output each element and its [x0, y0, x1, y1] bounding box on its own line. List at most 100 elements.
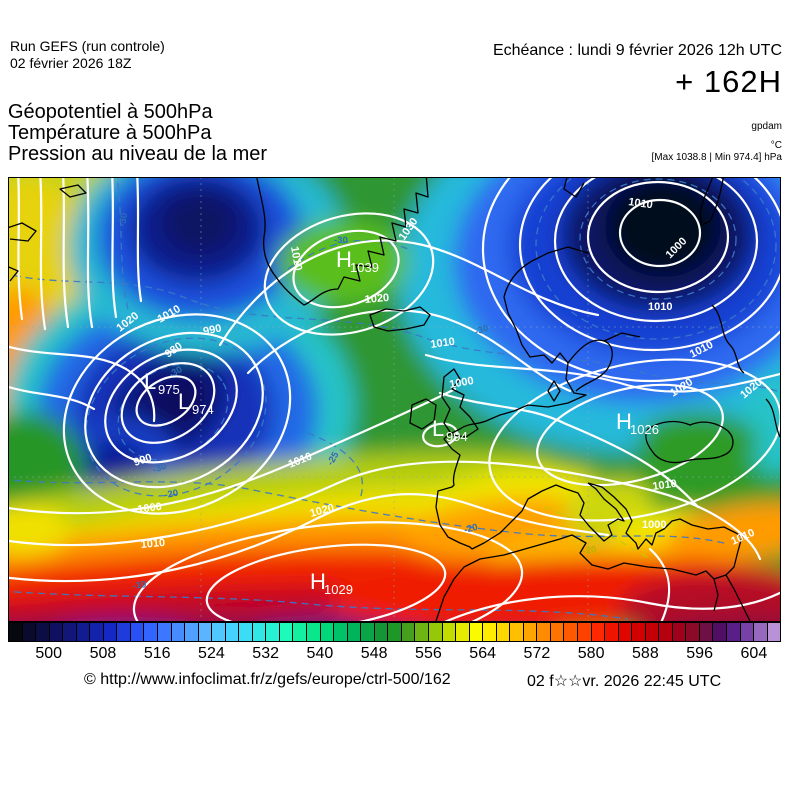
colorbar-cell: [292, 623, 307, 641]
svg-text:H: H: [336, 247, 352, 272]
graticule: [8, 177, 781, 622]
svg-text:1020: 1020: [364, 292, 389, 306]
colorbar-cell: [644, 623, 659, 641]
svg-text:1010: 1010: [648, 301, 672, 313]
svg-text:-30: -30: [334, 235, 348, 246]
svg-text:1010: 1010: [288, 245, 304, 271]
colorbar-tick-label: 540: [306, 645, 334, 662]
colorbar-cell: [536, 623, 550, 641]
colorbar-cell: [184, 623, 198, 641]
valid-time-label: Echéance : lundi 9 février 2026 12h UTC: [492, 42, 782, 59]
colorbar-cell: [48, 623, 63, 641]
colorbar-cell: [400, 623, 415, 641]
svg-text:1026: 1026: [630, 422, 659, 437]
colorbar-tick-label: 524: [198, 645, 225, 662]
colorbar-cell: [604, 623, 618, 641]
colorbar-cell: [509, 623, 523, 641]
map-frame: [8, 177, 781, 622]
colorbar-cell: [170, 623, 185, 641]
svg-text:-20: -20: [164, 488, 179, 501]
colorbar-tick-label: 556: [415, 645, 442, 662]
colorbar-tick-label: 588: [632, 645, 659, 662]
svg-text:1010: 1010: [430, 336, 456, 351]
colorbar-cell: [549, 623, 564, 641]
colorbar-cell: [75, 623, 90, 641]
svg-text:1010: 1010: [628, 196, 654, 211]
colorbar-cell: [157, 623, 171, 641]
parameter-geopotential: Géopotentiel à 500hPa: [8, 101, 213, 123]
colorbar-cell: [373, 623, 388, 641]
unit-temperature-label: °C: [770, 140, 782, 151]
colorbar-tick-label: 500: [35, 645, 63, 662]
colorbar-cell: [21, 623, 36, 641]
colorbar: [8, 622, 781, 642]
svg-text:990: 990: [132, 452, 153, 469]
colorbar-cell: [319, 623, 334, 641]
colorbar-cell: [346, 623, 361, 641]
colorbar-cell: [698, 623, 713, 641]
colorbar-cell: [333, 623, 347, 641]
parameter-list: Géopotentiel à 500hPa Température à 500h…: [8, 102, 267, 165]
svg-text:1010: 1010: [652, 478, 678, 493]
svg-text:1010: 1010: [140, 537, 165, 551]
colorbar-cell: [414, 623, 428, 641]
colorbar-tick-label: 580: [577, 645, 605, 662]
coastlines: [8, 177, 781, 622]
svg-text:1000: 1000: [137, 501, 163, 516]
svg-text:-10: -10: [132, 579, 147, 592]
colorbar-cell: [238, 623, 252, 641]
svg-text:1000: 1000: [448, 375, 474, 391]
colorbar-tick-label: 572: [523, 645, 551, 662]
colorbar-cell: [143, 623, 158, 641]
colorbar-cell: [563, 623, 577, 641]
colorbar-cell: [35, 623, 49, 641]
svg-text:-30: -30: [117, 212, 130, 227]
unit-geopotential-label: gpdam: [751, 121, 782, 132]
svg-text:L: L: [144, 369, 156, 394]
colorbar-cell: [427, 623, 442, 641]
svg-text:1039: 1039: [350, 260, 379, 275]
colorbar-cell: [116, 623, 130, 641]
colorbar-cell: [251, 623, 266, 641]
colorbar-tick-label: 596: [686, 645, 713, 662]
colorbar-tick-label: 548: [360, 645, 388, 662]
colorbar-cell: [387, 623, 401, 641]
colorbar-tick-label: 564: [469, 645, 496, 662]
colorbar-cell: [9, 623, 22, 641]
colorbar-cell: [712, 623, 726, 641]
run-model-label: Run GEFS (run controle): [10, 38, 165, 54]
colorbar-cell: [265, 623, 279, 641]
colorbar-tick-label: 604: [740, 645, 768, 662]
colorbar-cell: [441, 623, 456, 641]
colorbar-cell: [576, 623, 591, 641]
run-info: Run GEFS (run controle) 02 février 2026 …: [10, 38, 165, 72]
colorbar-cell: [631, 623, 645, 641]
svg-text:1000: 1000: [642, 519, 666, 531]
colorbar-cell: [725, 623, 740, 641]
colorbar-cell: [89, 623, 103, 641]
svg-text:-20: -20: [582, 544, 597, 557]
colorbar-cell: [455, 623, 469, 641]
colorbar-cell: [671, 623, 686, 641]
svg-text:H: H: [310, 569, 326, 594]
colorbar-cell: [522, 623, 537, 641]
colorbar-cell: [360, 623, 374, 641]
isotherm-labels: -30-30-30-30-30-25-20-20-20-10: [117, 212, 597, 592]
lead-time-label: + 162H: [675, 64, 782, 99]
colorbar-cell: [278, 623, 293, 641]
colorbar-cell: [590, 623, 605, 641]
pressure-minmax-label: [Max 1038.8 | Min 974.4] hPa: [651, 152, 782, 163]
colorbar-cell: [658, 623, 672, 641]
colorbar-cell: [495, 623, 510, 641]
svg-text:H: H: [616, 409, 632, 434]
svg-text:994: 994: [446, 429, 468, 444]
colorbar-cell: [468, 623, 483, 641]
svg-text:L: L: [178, 389, 190, 414]
colorbar-cell: [197, 623, 212, 641]
colorbar-tick-label: 516: [143, 645, 171, 662]
colorbar-tick-label: 508: [89, 645, 117, 662]
colorbar-cell: [306, 623, 320, 641]
colorbar-cell: [129, 623, 144, 641]
generation-datetime: 02 f☆☆vr. 2026 22:45 UTC: [527, 673, 722, 690]
